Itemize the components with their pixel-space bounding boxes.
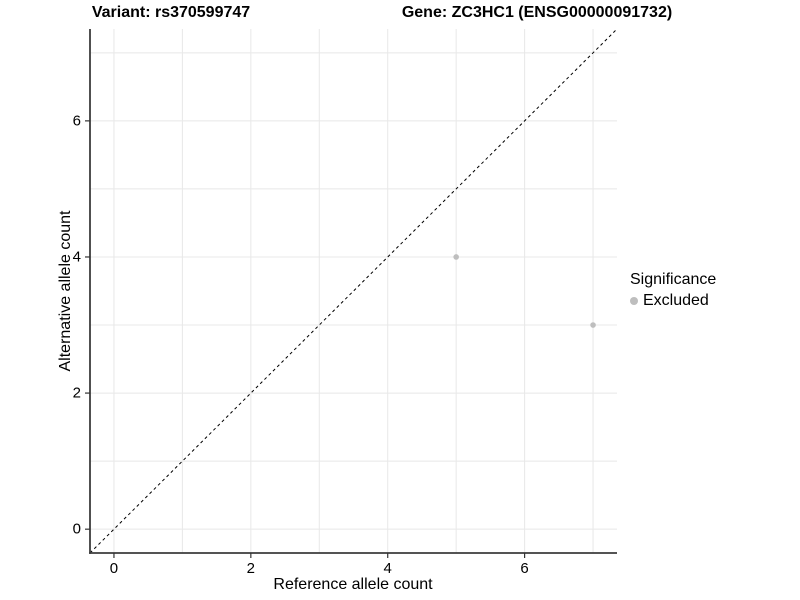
y-tick-label: 0: [72, 520, 81, 538]
x-tick-label: 0: [109, 560, 119, 577]
y-tick-label: 6: [72, 112, 81, 130]
x-tick-label: 4: [383, 560, 392, 577]
data-point: [453, 254, 459, 260]
legend-title: Significance: [630, 271, 717, 288]
legend: Significance Excluded: [630, 271, 716, 310]
x-tick-label: 6: [520, 560, 529, 577]
identity-line: [89, 28, 618, 554]
x-tick-label: 2: [246, 560, 255, 577]
y-axis-label: Alternative allele count: [57, 210, 74, 372]
y-tick-label: 2: [72, 384, 81, 402]
plot-title-gene: Gene: ZC3HC1 (ENSG00000091732): [401, 4, 673, 21]
data-point: [590, 322, 596, 328]
y-tick-label: 4: [72, 248, 81, 266]
legend-point-icon: [630, 297, 638, 305]
legend-item-excluded: Excluded: [630, 292, 716, 310]
x-axis-label: Reference allele count: [273, 576, 433, 593]
legend-item-label: Excluded: [643, 292, 709, 309]
plot-title-variant: Variant: rs370599747: [91, 4, 251, 21]
